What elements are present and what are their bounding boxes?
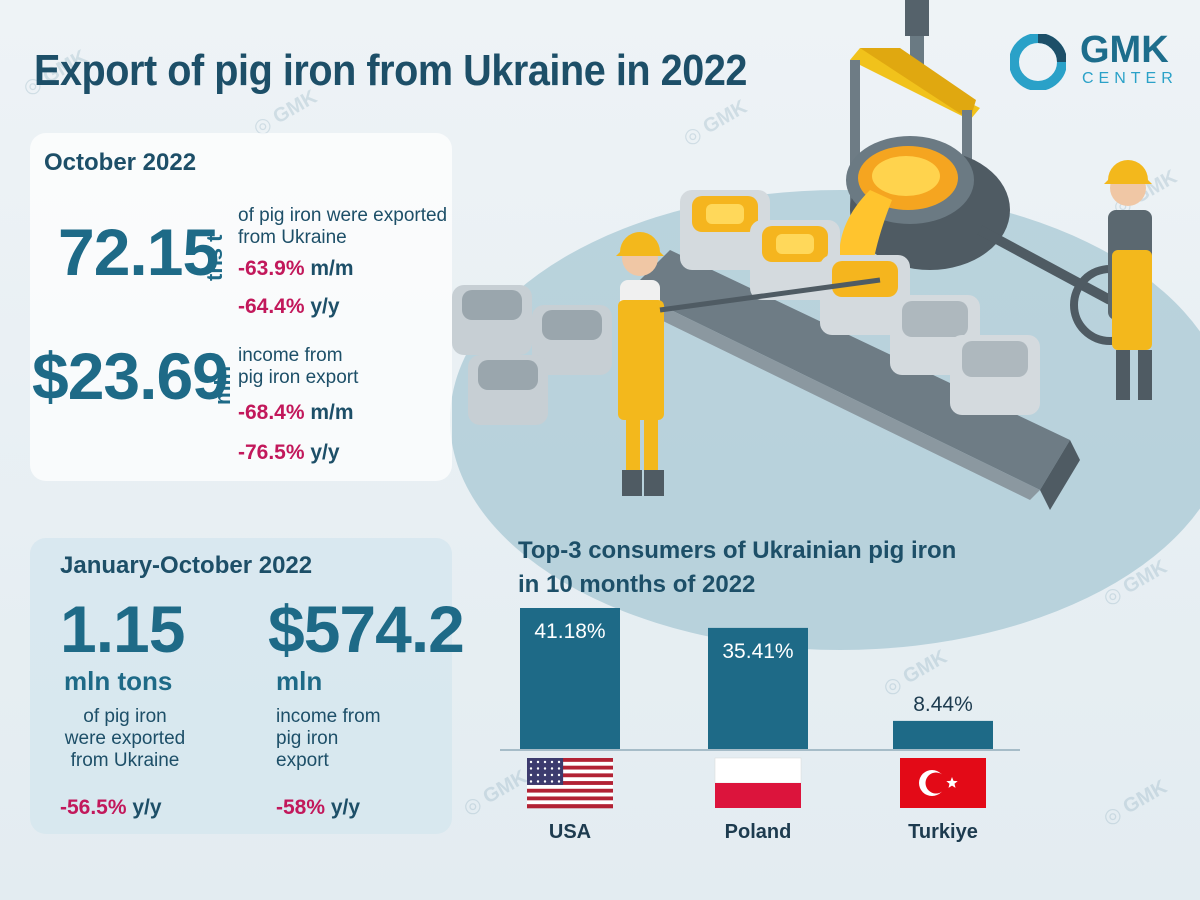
gmk-logo-icon xyxy=(1010,34,1066,90)
page-title: Export of pig iron from Ukraine in 2022 xyxy=(34,46,747,95)
bar-usa xyxy=(520,608,620,750)
jan-oct-exports-yy: -56.5% y/y xyxy=(60,796,162,819)
jan-oct-period: January-October 2022 xyxy=(60,552,313,579)
october-exports-desc: of pig iron were exported from Ukraine xyxy=(238,205,448,248)
bar-value-label: 41.18% xyxy=(534,620,605,643)
jan-oct-exports-desc: of pig iron were exported from Ukraine xyxy=(64,706,186,771)
jan-oct-panel: January-October 2022 1.15 mln tons of pi… xyxy=(30,538,465,834)
category-label: Turkiye xyxy=(908,821,978,843)
october-income-value: $23.69 xyxy=(32,339,229,413)
october-income-yy: -76.5% y/y xyxy=(238,441,340,464)
foundry-illustration xyxy=(450,0,1200,650)
watermark: ◎ GMK xyxy=(1099,775,1171,830)
october-exports-yy: -64.4% y/y xyxy=(238,295,340,318)
turkiye-flag-icon xyxy=(900,758,986,808)
jan-oct-exports-value: 1.15 xyxy=(60,592,185,666)
category-label: Poland xyxy=(725,821,792,843)
jan-oct-income-yy: -58% y/y xyxy=(276,796,361,819)
october-period: October 2022 xyxy=(44,149,197,176)
bar-turkiye xyxy=(893,720,993,750)
october-exports-unit: ths t xyxy=(202,234,227,281)
chart-title: Top-3 consumers of Ukrainian pig iron in… xyxy=(518,537,957,598)
top-consumers-bar-chart: 41.18% 35.41% 8.44% USA Poland Turkiye xyxy=(500,608,1020,843)
logo-sub: CENTER xyxy=(1082,70,1178,87)
october-exports-mm: -63.9% m/m xyxy=(238,257,354,280)
logo-word: GMK xyxy=(1080,29,1169,71)
bar-value-label: 8.44% xyxy=(913,693,973,716)
october-panel: October 2022 72.15 ths t of pig iron wer… xyxy=(30,133,452,481)
jan-oct-exports-unit: mln tons xyxy=(64,666,173,696)
october-exports-value: 72.15 xyxy=(58,215,219,289)
usa-flag-icon xyxy=(527,758,613,809)
october-income-desc: income from pig iron export xyxy=(238,345,359,388)
october-income-unit: mln xyxy=(210,365,235,405)
gmk-logo: GMK CENTER xyxy=(1008,30,1188,92)
bar-value-label: 35.41% xyxy=(722,640,793,663)
jan-oct-income-unit: mln xyxy=(276,666,323,696)
category-label: USA xyxy=(549,821,591,843)
jan-oct-income-value: $574.2 xyxy=(268,592,465,666)
october-income-mm: -68.4% m/m xyxy=(238,401,354,424)
poland-flag-icon xyxy=(714,757,802,808)
bar-poland xyxy=(708,627,808,750)
jan-oct-income-desc: income from pig iron export xyxy=(276,706,381,771)
